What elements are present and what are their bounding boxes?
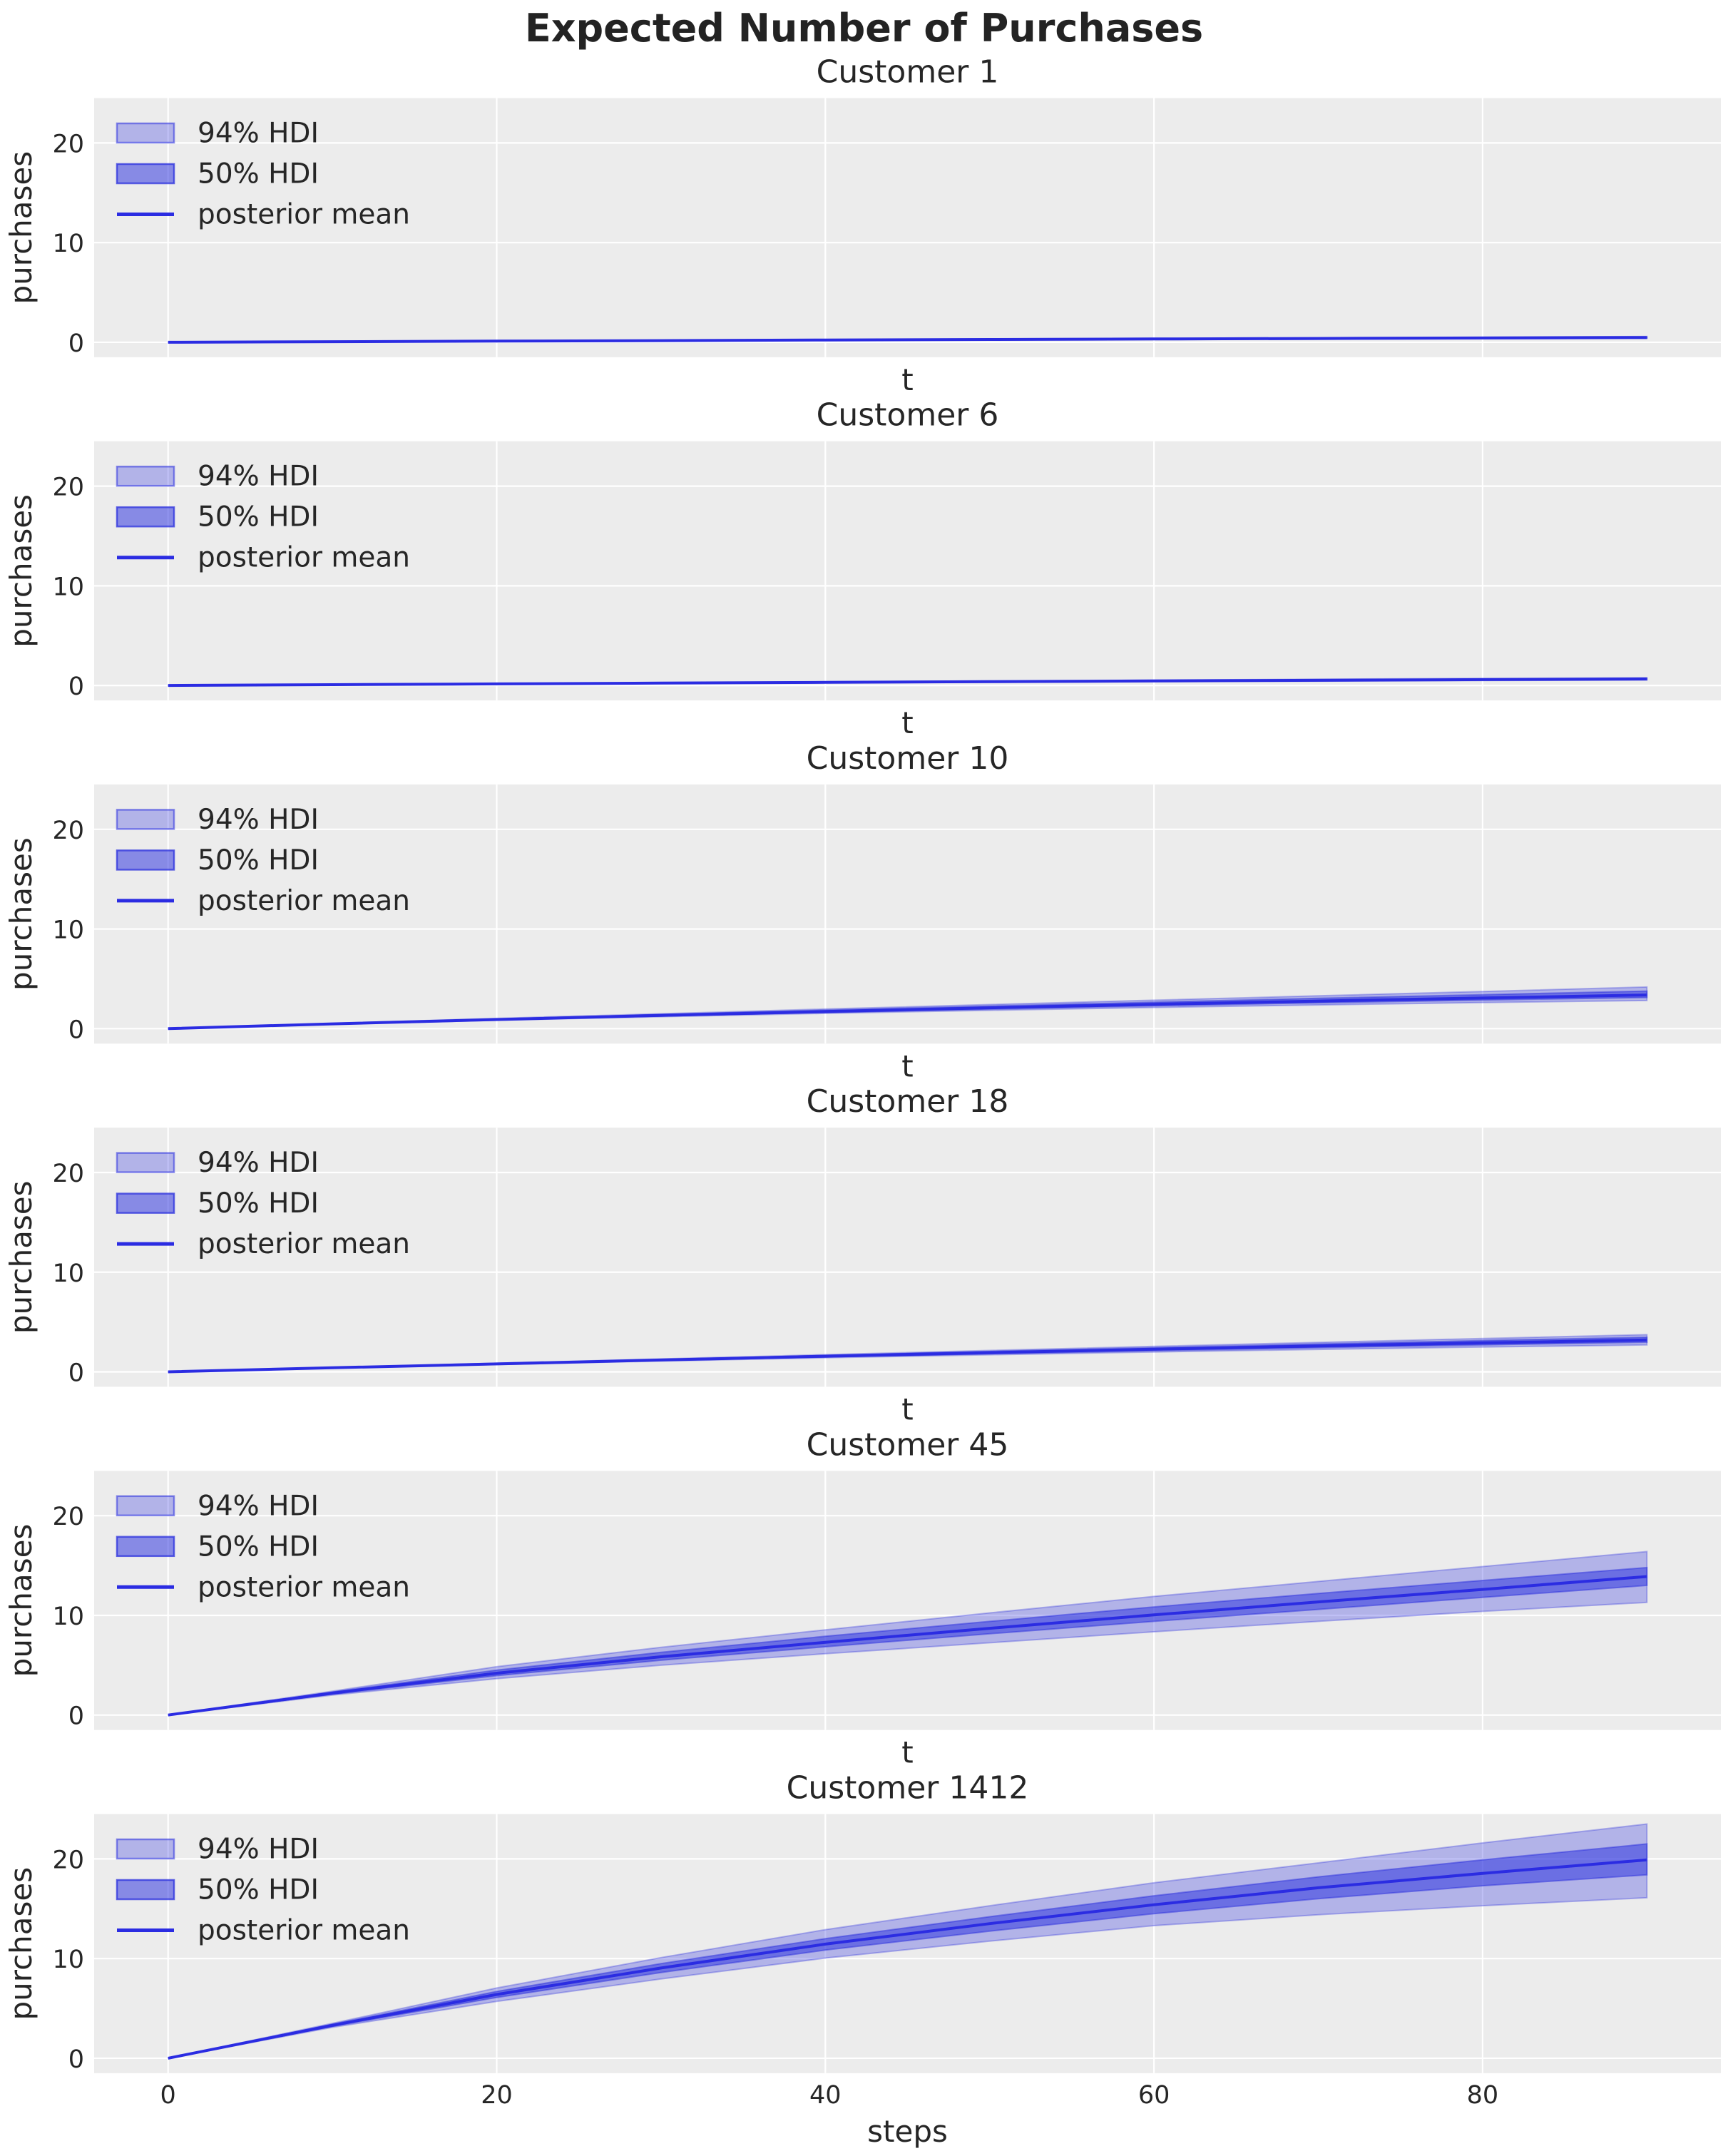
legend-label: 50% HDI (198, 844, 319, 877)
legend-swatch-94-hdi (116, 809, 175, 830)
legend-swatch-50-hdi (116, 849, 175, 871)
y-tick-label: 20 (52, 130, 84, 158)
subplot-customer-1: Customer 1 0 10 20 purchases t 94% HDI 50% HDI p… (4, 54, 1721, 397)
x-tick-label: 20 (481, 2081, 513, 2110)
legend-label: posterior mean (198, 1915, 410, 1947)
y-tick-label: 0 (68, 1702, 84, 1731)
y-axis-label: purchases (4, 1867, 39, 2020)
subplot-title: Customer 45 (807, 1426, 1009, 1463)
legend-label: posterior mean (198, 1228, 410, 1260)
legend-swatch-94-hdi (116, 1495, 175, 1517)
x-tick-label: 60 (1138, 2081, 1170, 2110)
legend-label: posterior mean (198, 542, 410, 574)
x-axis-label: t (901, 1048, 913, 1083)
subplot-customer-18: Customer 18 0 10 20 purchases t 94% HDI 50% HDI… (4, 1083, 1721, 1427)
legend-label: 94% HDI (198, 1147, 319, 1179)
legend-label: 94% HDI (198, 1490, 319, 1522)
x-axis-label: t (901, 362, 913, 397)
x-axis-label: t (901, 705, 913, 740)
legend-swatch-94-hdi (116, 1152, 175, 1173)
y-axis-label: purchases (4, 494, 39, 648)
legend-label: posterior mean (198, 885, 410, 917)
legend: 94% HDI 50% HDI posterior mean (116, 1834, 410, 1947)
legend-label: 50% HDI (198, 158, 319, 190)
subplot-title: Customer 10 (807, 740, 1009, 777)
posterior-mean-line (168, 678, 1647, 688)
legend-label: 50% HDI (198, 1531, 319, 1563)
y-tick-label: 10 (52, 1603, 84, 1631)
posterior-mean-line (168, 336, 1647, 344)
subplot-customer-1412: Customer 1412 0 10 20 purchases 0 20 40 60 80 step… (4, 1770, 1721, 2149)
y-axis-label: purchases (4, 837, 39, 991)
legend-label: posterior mean (198, 1571, 410, 1603)
legend-label: 50% HDI (198, 1187, 319, 1220)
y-axis-label: purchases (4, 151, 39, 305)
axes-background (94, 1814, 1721, 2073)
y-tick-label: 0 (68, 1359, 84, 1388)
subplot-title: Customer 6 (817, 397, 999, 434)
legend: 94% HDI 50% HDI posterior mean (116, 1147, 410, 1260)
legend-swatch-50-hdi (116, 163, 175, 185)
legend-swatch-50-hdi (116, 1192, 175, 1214)
legend-swatch-94-hdi (116, 465, 175, 487)
y-tick-label: 20 (52, 1160, 84, 1188)
legend: 94% HDI 50% HDI posterior mean (116, 461, 410, 574)
legend-label: posterior mean (198, 199, 410, 231)
y-tick-label: 20 (52, 1846, 84, 1874)
axes-background (94, 441, 1721, 701)
y-tick-label: 20 (52, 817, 84, 845)
legend-swatch-94-hdi (116, 1838, 175, 1860)
y-tick-label: 10 (52, 230, 84, 258)
y-tick-label: 0 (68, 673, 84, 701)
subplot-title: Customer 1 (817, 54, 999, 91)
subplot-customer-6: Customer 6 0 10 20 purchases t 94% HDI 50% HDI p… (4, 397, 1721, 740)
subplot-title: Customer 1412 (787, 1770, 1029, 1807)
legend-swatch-50-hdi (116, 1536, 175, 1558)
hdi-50-band (168, 1843, 1648, 2059)
legend-swatch-50-hdi (116, 1879, 175, 1901)
subplot-title: Customer 18 (807, 1083, 1009, 1120)
legend-swatch-50-hdi (116, 506, 175, 528)
y-tick-label: 10 (52, 573, 84, 601)
y-axis-label: purchases (4, 1524, 39, 1677)
y-axis-label: purchases (4, 1180, 39, 1334)
legend-label: 94% HDI (198, 1834, 319, 1866)
legend-label: 94% HDI (198, 118, 319, 150)
y-tick-label: 0 (68, 2045, 84, 2074)
axes-background (94, 1471, 1721, 1730)
x-axis-label: t (901, 1392, 913, 1427)
y-tick-label: 20 (52, 474, 84, 502)
y-tick-label: 0 (68, 1016, 84, 1044)
figure-suptitle: Expected Number of Purchases (524, 6, 1204, 51)
y-tick-label: 10 (52, 1260, 84, 1288)
x-axis-label: steps (867, 2114, 948, 2149)
y-tick-label: 20 (52, 1503, 84, 1531)
legend-label: 94% HDI (198, 804, 319, 836)
x-axis-label: t (901, 1735, 913, 1770)
y-tick-label: 10 (52, 1946, 84, 1974)
x-tick-label: 0 (160, 2081, 176, 2110)
posterior-mean-line (168, 1338, 1647, 1374)
legend-label: 94% HDI (198, 461, 319, 493)
y-tick-label: 10 (52, 916, 84, 945)
subplot-customer-45: Customer 45 0 10 20 purchases t 94% HDI 50% HDI… (4, 1426, 1721, 1770)
axes-background (94, 98, 1721, 357)
posterior-mean-line (168, 1575, 1647, 1717)
posterior-mean-line (168, 1858, 1647, 2060)
legend: 94% HDI 50% HDI posterior mean (116, 118, 410, 231)
legend: 94% HDI 50% HDI posterior mean (116, 1490, 410, 1603)
x-tick-label: 40 (809, 2081, 842, 2110)
legend-label: 50% HDI (198, 501, 319, 533)
posterior-mean-line (168, 993, 1647, 1031)
x-tick-label: 80 (1467, 2081, 1499, 2110)
legend-label: 50% HDI (198, 1874, 319, 1906)
y-tick-label: 0 (68, 329, 84, 358)
subplot-customer-10: Customer 10 0 10 20 purchases t 94% HDI 50% HDI… (4, 740, 1721, 1083)
legend-swatch-94-hdi (116, 122, 175, 144)
legend: 94% HDI 50% HDI posterior mean (116, 804, 410, 917)
